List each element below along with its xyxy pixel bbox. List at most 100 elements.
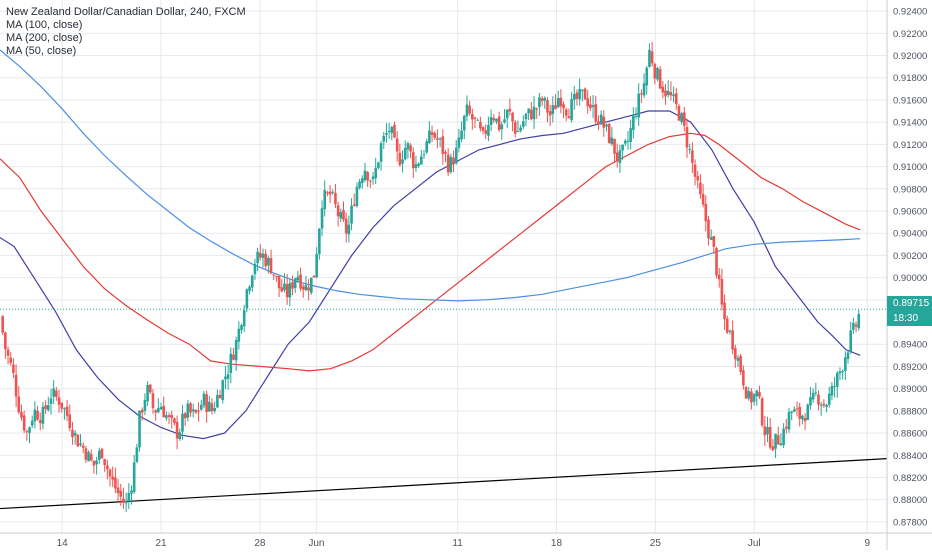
- candle-body: [189, 403, 192, 413]
- candle-body: [613, 138, 616, 154]
- candle: [301, 283, 305, 298]
- candle: [725, 315, 729, 334]
- candle-body: [438, 138, 442, 140]
- candle-body: [734, 348, 737, 360]
- candle: [683, 106, 686, 132]
- candle: [613, 138, 616, 162]
- candle-body: [309, 277, 313, 293]
- candle-body: [618, 150, 622, 164]
- candle-body: [664, 90, 667, 97]
- candle-body: [492, 118, 496, 121]
- candle: [790, 410, 793, 421]
- time-tick-label: 14: [57, 538, 69, 549]
- candle: [610, 127, 614, 146]
- indicator-ma100-label[interactable]: MA (100, close): [6, 19, 83, 31]
- candle-body: [30, 420, 34, 426]
- candle: [570, 91, 573, 123]
- price-tick-label: 0.92200: [893, 29, 927, 40]
- candle-body: [723, 302, 726, 320]
- trendline-layer: [0, 458, 888, 510]
- candle-body: [291, 281, 294, 289]
- candle: [503, 109, 506, 124]
- candle: [755, 389, 759, 406]
- candle-body: [575, 92, 579, 99]
- indicator-ma50-label[interactable]: MA (50, close): [6, 45, 77, 57]
- candle-body: [275, 275, 278, 277]
- candle: [674, 88, 678, 110]
- candle: [691, 142, 694, 174]
- candle-body: [503, 119, 506, 123]
- candle: [519, 124, 522, 133]
- price-tick-label: 0.90200: [893, 251, 927, 262]
- candle: [208, 395, 211, 413]
- candle-body: [81, 445, 85, 448]
- candle: [138, 410, 141, 452]
- candle: [554, 94, 557, 110]
- candle-body: [122, 498, 125, 503]
- candle-body: [446, 154, 450, 173]
- candle: [135, 443, 139, 463]
- candle-body: [771, 446, 775, 451]
- candle: [696, 170, 700, 189]
- candle-body: [299, 274, 302, 289]
- candle: [95, 456, 98, 475]
- candle: [607, 122, 611, 144]
- candle: [116, 478, 120, 504]
- price-tick-label: 0.91200: [893, 140, 927, 151]
- candle: [253, 258, 257, 280]
- candle-body: [411, 152, 415, 169]
- candle: [653, 62, 657, 85]
- candle: [103, 458, 106, 472]
- candle: [277, 275, 281, 297]
- candle-body: [245, 289, 249, 309]
- candle-body: [285, 284, 289, 298]
- candle: [524, 112, 528, 127]
- candle-body: [817, 394, 820, 405]
- candle: [151, 388, 155, 414]
- candle: [658, 65, 662, 90]
- candle: [849, 321, 853, 354]
- candle: [366, 170, 369, 188]
- candle: [688, 143, 691, 154]
- candle-body: [562, 104, 565, 109]
- candle: [763, 415, 767, 446]
- candle-body: [296, 276, 300, 281]
- candle: [605, 123, 608, 132]
- candle: [140, 407, 144, 421]
- candle-body: [787, 411, 791, 430]
- candle: [513, 119, 517, 138]
- candle: [530, 101, 533, 121]
- candle: [715, 246, 718, 279]
- candle: [538, 92, 541, 116]
- candle: [801, 414, 804, 425]
- candle: [92, 460, 96, 474]
- candle-body: [382, 135, 386, 142]
- candle: [425, 138, 428, 155]
- indicator-ma200-label[interactable]: MA (200, close): [6, 32, 83, 44]
- candle: [146, 381, 149, 406]
- candle-body: [766, 426, 769, 435]
- candle: [363, 162, 367, 183]
- chart-legend: New Zealand Dollar/Canadian Dollar, 240,…: [6, 6, 246, 58]
- candle-body: [642, 83, 646, 96]
- candle-body: [849, 330, 853, 352]
- candle: [857, 309, 861, 331]
- candle-body: [119, 490, 123, 497]
- candle-body: [41, 406, 45, 424]
- candle-body: [264, 253, 267, 267]
- candle-body: [462, 115, 466, 131]
- candle-body: [830, 385, 834, 396]
- ma-line-50: [0, 110, 861, 440]
- candle: [819, 401, 823, 416]
- candle-body: [712, 236, 716, 247]
- candle-body: [360, 178, 364, 184]
- candle: [562, 101, 565, 119]
- candle-body: [699, 182, 702, 195]
- candle-body: [674, 93, 678, 105]
- candle-body: [497, 116, 501, 131]
- candle-body: [519, 127, 522, 131]
- candle-body: [436, 138, 439, 140]
- candle: [795, 401, 799, 417]
